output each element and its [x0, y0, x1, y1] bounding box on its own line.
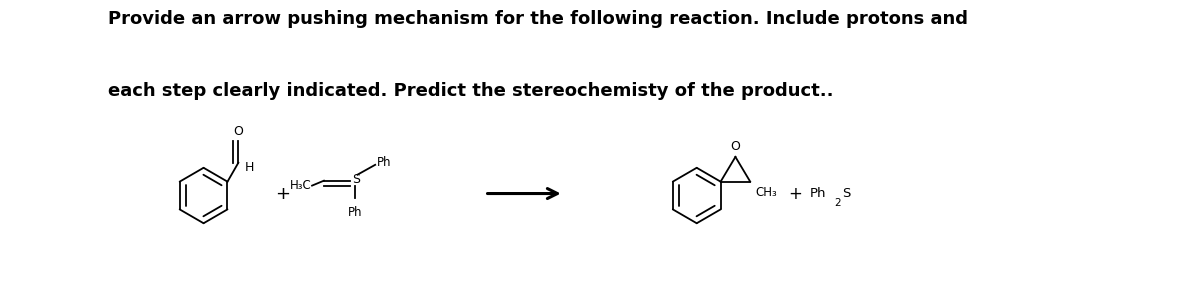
Text: S: S [353, 173, 360, 186]
Text: Ph: Ph [810, 187, 827, 200]
Text: H: H [245, 161, 254, 174]
Text: O: O [234, 125, 244, 138]
Text: O: O [731, 140, 740, 153]
Text: 2: 2 [834, 198, 840, 208]
Text: Ph: Ph [348, 206, 362, 219]
Text: H₃C: H₃C [290, 179, 312, 192]
Text: +: + [275, 184, 290, 203]
Text: CH₃: CH₃ [755, 186, 776, 199]
Text: Provide an arrow pushing mechanism for the following reaction. Include protons a: Provide an arrow pushing mechanism for t… [108, 10, 968, 28]
Text: +: + [788, 184, 803, 203]
Text: Ph: Ph [377, 156, 391, 169]
Text: each step clearly indicated. Predict the stereochemisty of the product..: each step clearly indicated. Predict the… [108, 82, 834, 100]
Text: S: S [841, 187, 850, 200]
